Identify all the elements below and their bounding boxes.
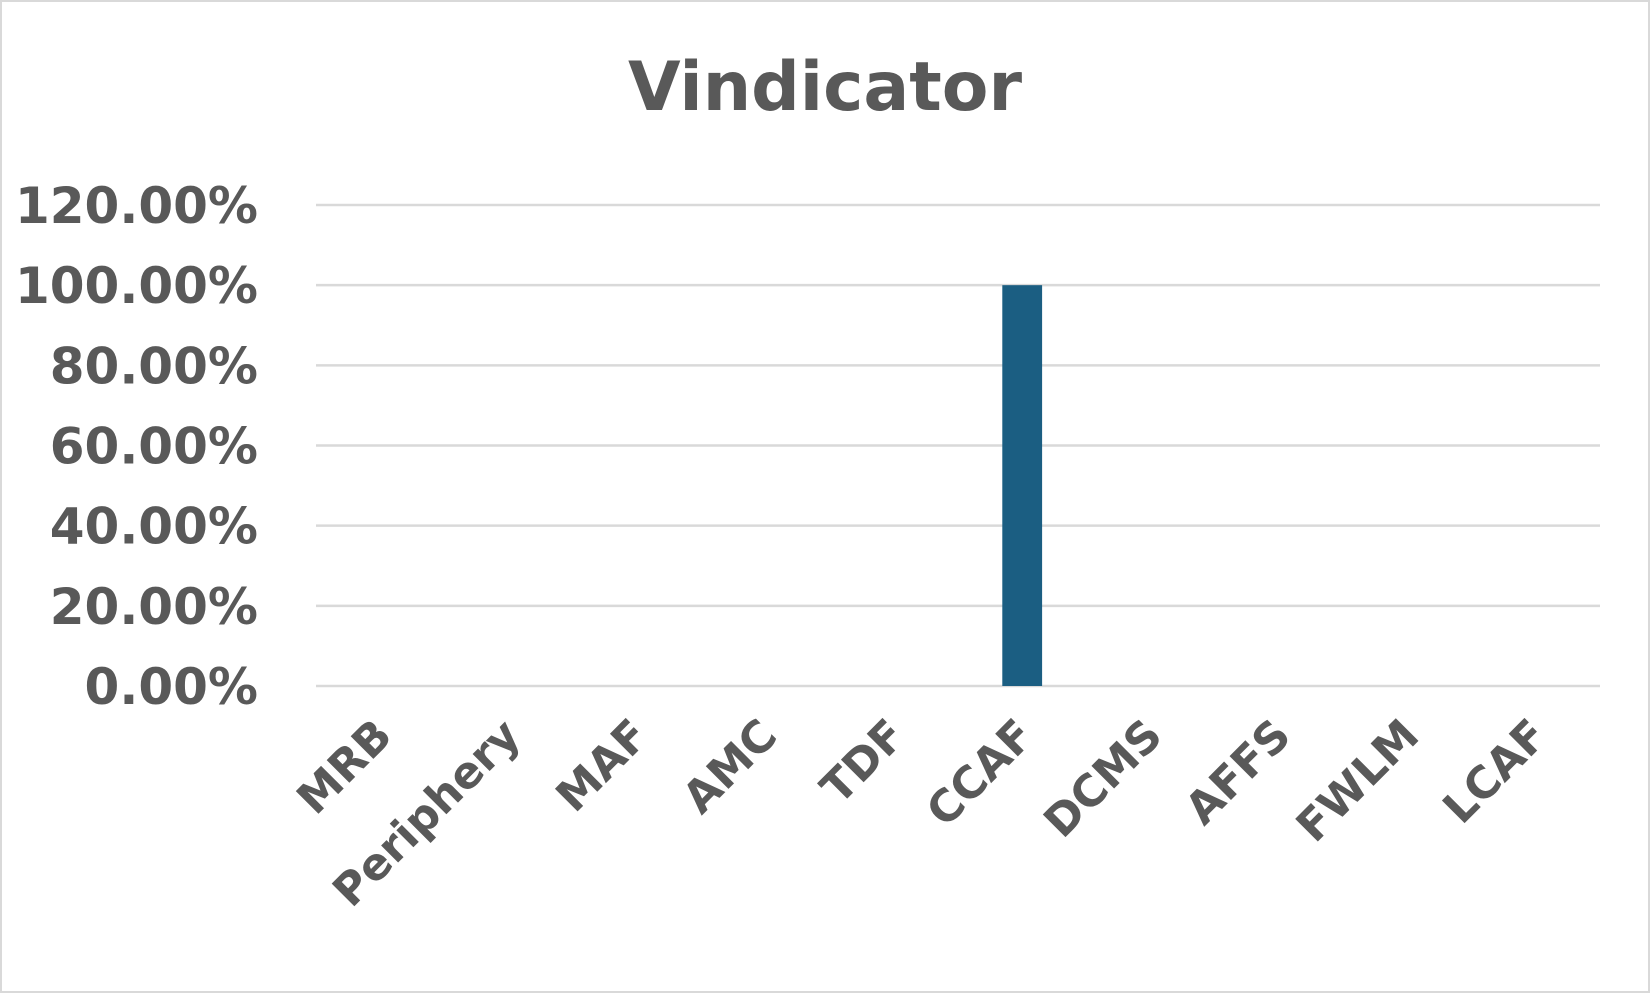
y-tick-label: 0.00% — [85, 658, 258, 716]
y-axis-tick-labels: 0.00% 20.00% 40.00% 60.00% 80.00% 100.00% 120.… — [15, 177, 258, 716]
x-category-label: TDF — [811, 710, 915, 814]
x-category-label: AFFS — [1176, 710, 1301, 835]
gridlines — [316, 203, 1600, 688]
y-tick-label: 40.00% — [50, 498, 258, 556]
y-tick-label: 80.00% — [50, 337, 258, 395]
x-category-label: MAF — [546, 710, 658, 822]
x-category-label: FWLM — [1287, 710, 1429, 852]
x-category-label: MRB — [287, 710, 402, 825]
y-tick-label: 20.00% — [50, 578, 258, 636]
x-category-label: DCMS — [1034, 710, 1172, 848]
x-category-label: LCAF — [1434, 710, 1558, 834]
y-tick-label: 60.00% — [50, 418, 258, 476]
bar-ccaf — [1002, 285, 1043, 686]
y-tick-label: 120.00% — [15, 177, 258, 235]
y-tick-label: 100.00% — [15, 257, 258, 315]
bars — [1002, 285, 1043, 686]
x-category-label: CCAF — [917, 710, 1044, 837]
chart-title: Vindicator — [628, 48, 1023, 127]
x-category-label: AMC — [673, 710, 787, 824]
